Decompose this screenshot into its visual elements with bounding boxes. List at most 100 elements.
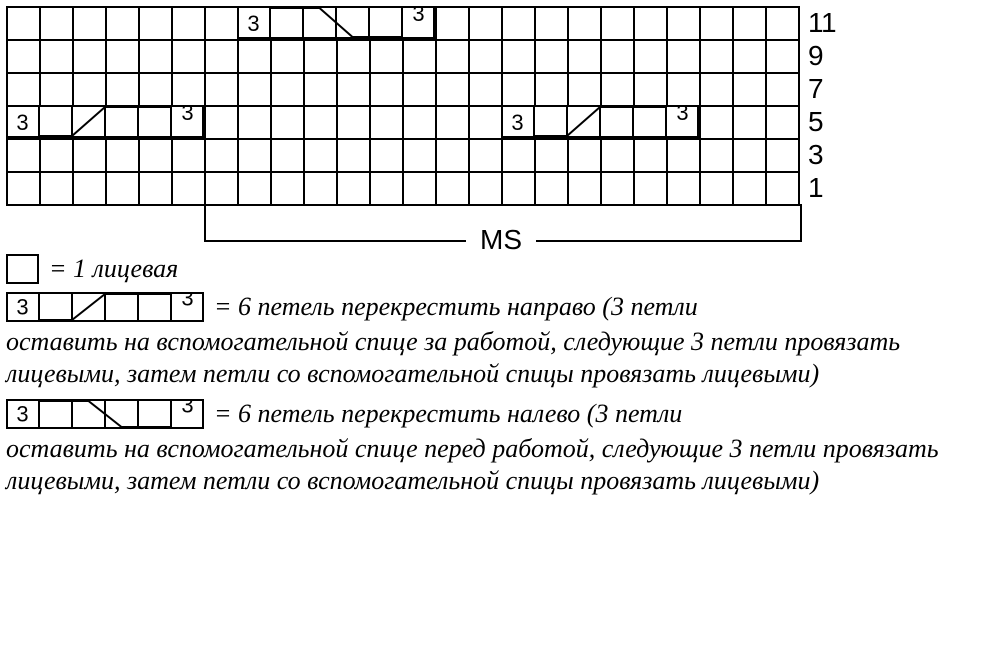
grid-cell [469,172,502,205]
grid-cell [40,7,73,40]
grid-cell [205,73,238,106]
grid-cell [469,73,502,106]
grid-cell [700,139,733,172]
grid-cell [700,172,733,205]
grid-cell [370,172,403,205]
grid-cell [700,40,733,73]
grid-cell [271,139,304,172]
grid-cell [634,40,667,73]
grid-cell [73,7,106,40]
grid-cell [436,106,469,139]
grid-cell [370,139,403,172]
grid-cell [271,40,304,73]
grid-cell [403,106,436,139]
svg-text:3: 3 [511,110,523,135]
grid-cell [766,7,799,40]
grid-cell [139,7,172,40]
legend-item-cable-right: 33 = 6 петель перекрестить направо (3 пе… [6,292,976,322]
grid-cell [601,40,634,73]
cable-cross-right-icon: 33 [501,105,699,138]
grid-cell [304,106,337,139]
row-label: 5 [808,105,836,138]
grid-cell [337,73,370,106]
grid-cell [172,139,205,172]
grid-cell [73,139,106,172]
grid-cell [73,40,106,73]
grid-cell [271,172,304,205]
grid-cell [766,106,799,139]
grid-cell [304,139,337,172]
grid-cell [370,73,403,106]
grid-cell [370,40,403,73]
grid-cell [403,73,436,106]
grid-cell [337,106,370,139]
grid-cell [700,73,733,106]
grid-cell [205,7,238,40]
grid-cell [40,172,73,205]
legend: = 1 лицевая 33 = 6 петель перекрестить н… [6,254,976,499]
grid-cell [40,139,73,172]
grid-cell [733,106,766,139]
ms-label-text: MS [480,224,522,256]
grid-cell [139,139,172,172]
grid-cell [403,40,436,73]
grid-cell [469,106,502,139]
grid-cell [733,40,766,73]
grid-cell [205,40,238,73]
grid-cell [667,40,700,73]
knitting-chart-page: 1197531 MS 333333 = 1 лицевая 33 = 6 пет… [0,0,1000,649]
grid-cell [601,7,634,40]
grid-cell [535,172,568,205]
grid-cell [172,172,205,205]
grid-cell [106,40,139,73]
grid-cell [73,172,106,205]
knit-symbol-icon [6,254,39,284]
grid-cell [40,73,73,106]
grid-cell [370,106,403,139]
cable-cross-left-icon: 33 [237,6,435,39]
legend-item-cable-left: 33 = 6 петель перекрестить налево (3 пет… [6,399,976,429]
legend-knit-text: = 1 лицевая [49,254,178,284]
grid-cell [733,172,766,205]
grid-cell [766,139,799,172]
grid-cell [700,106,733,139]
cable-left-symbol-icon: 33 [6,399,204,429]
grid-cell [634,73,667,106]
cable-cross-right-icon: 33 [6,105,204,138]
grid-cell [733,73,766,106]
grid-cell [436,40,469,73]
legend-cable-right-firstline: = 6 петель перекрестить направо (3 петли [214,292,698,322]
grid-cell [205,172,238,205]
grid-cell [766,172,799,205]
row-label: 11 [808,6,836,39]
grid-cell [106,73,139,106]
grid-cell [634,139,667,172]
grid-cell [568,7,601,40]
grid-cell [667,172,700,205]
grid-cell [667,73,700,106]
grid-cell [271,106,304,139]
grid-cell [139,172,172,205]
grid-cell [7,7,40,40]
grid-cell [601,73,634,106]
grid-cell [106,172,139,205]
grid-cell [667,7,700,40]
grid-cell [733,7,766,40]
grid-cell [40,40,73,73]
grid-cell [535,139,568,172]
grid-cell [7,139,40,172]
grid-cell [766,40,799,73]
legend-item-knit: = 1 лицевая [6,254,976,284]
grid-cell [535,73,568,106]
grid-cell [172,7,205,40]
svg-text:3: 3 [16,110,28,135]
grid-cell [766,73,799,106]
grid-cell [568,139,601,172]
svg-text:3: 3 [181,399,193,418]
svg-text:3: 3 [247,11,259,36]
grid-cell [304,172,337,205]
cable-right-symbol-icon: 33 [6,292,204,322]
grid-cell [469,7,502,40]
grid-cell [502,172,535,205]
grid-cell [634,7,667,40]
